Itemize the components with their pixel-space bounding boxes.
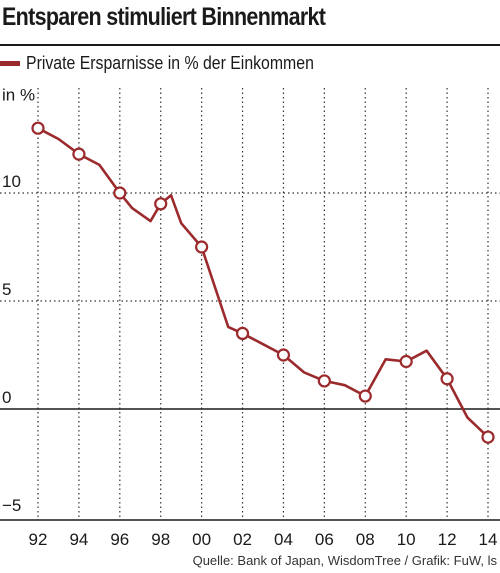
x-tick-label: 12 — [438, 530, 457, 549]
y-tick-label: 5 — [2, 280, 11, 299]
data-point — [399, 354, 413, 369]
data-point — [358, 389, 372, 403]
data-point — [113, 186, 127, 200]
legend: Private Ersparnisse in % der Einkommen — [0, 53, 353, 74]
x-tick-label: 06 — [315, 530, 334, 549]
x-tick-label: 98 — [151, 530, 170, 549]
data-point — [440, 372, 454, 386]
data-point — [481, 430, 495, 444]
title-rule — [0, 44, 500, 46]
x-tick-label: 00 — [192, 530, 211, 549]
x-tick-label: 04 — [274, 530, 293, 549]
legend-label: Private Ersparnisse in % der Einkommen — [26, 53, 314, 73]
series-line — [36, 126, 490, 439]
data-point — [235, 326, 250, 340]
data-point — [195, 240, 209, 254]
x-tick-label: 08 — [356, 530, 375, 549]
x-tick-label: 96 — [110, 530, 129, 549]
x-tick-label: 14 — [479, 530, 498, 549]
x-tick-label: 92 — [29, 530, 48, 549]
y-tick-label: 10 — [2, 172, 21, 191]
data-point — [317, 374, 331, 388]
source-note: Quelle: Bank of Japan, WisdomTree / Graf… — [192, 553, 497, 568]
y-tick-label: in % — [2, 86, 35, 105]
x-tick-label: 02 — [233, 530, 252, 549]
data-point — [72, 147, 86, 161]
y-tick-label: −5 — [2, 496, 21, 515]
chart-title: Entsparen stimuliert Binnenmarkt — [2, 3, 326, 31]
x-tick-label: 94 — [69, 530, 88, 549]
x-tick-label: 10 — [397, 530, 416, 549]
y-tick-label: 0 — [2, 388, 11, 407]
legend-swatch — [0, 61, 20, 66]
data-point — [31, 121, 45, 135]
data-point — [276, 348, 291, 362]
data-point — [154, 197, 168, 211]
